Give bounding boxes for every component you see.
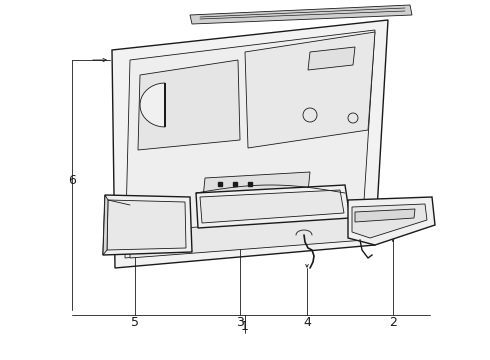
Polygon shape xyxy=(103,195,192,255)
Polygon shape xyxy=(348,197,435,245)
Polygon shape xyxy=(107,200,186,250)
Polygon shape xyxy=(103,195,108,255)
Polygon shape xyxy=(245,32,375,148)
Polygon shape xyxy=(112,20,388,268)
Polygon shape xyxy=(125,30,375,258)
Polygon shape xyxy=(130,215,365,258)
Text: 1: 1 xyxy=(241,320,249,333)
Polygon shape xyxy=(355,209,415,222)
Polygon shape xyxy=(308,47,355,70)
Polygon shape xyxy=(196,185,350,228)
Text: 3: 3 xyxy=(236,316,244,329)
Text: 6: 6 xyxy=(68,174,76,186)
Text: 2: 2 xyxy=(389,316,397,329)
Polygon shape xyxy=(144,236,165,250)
Polygon shape xyxy=(190,5,412,24)
Polygon shape xyxy=(352,204,427,238)
Polygon shape xyxy=(140,83,165,127)
Text: 5: 5 xyxy=(131,316,139,329)
Polygon shape xyxy=(138,60,240,150)
Text: 4: 4 xyxy=(303,316,311,329)
Polygon shape xyxy=(200,190,344,223)
Polygon shape xyxy=(203,172,310,198)
